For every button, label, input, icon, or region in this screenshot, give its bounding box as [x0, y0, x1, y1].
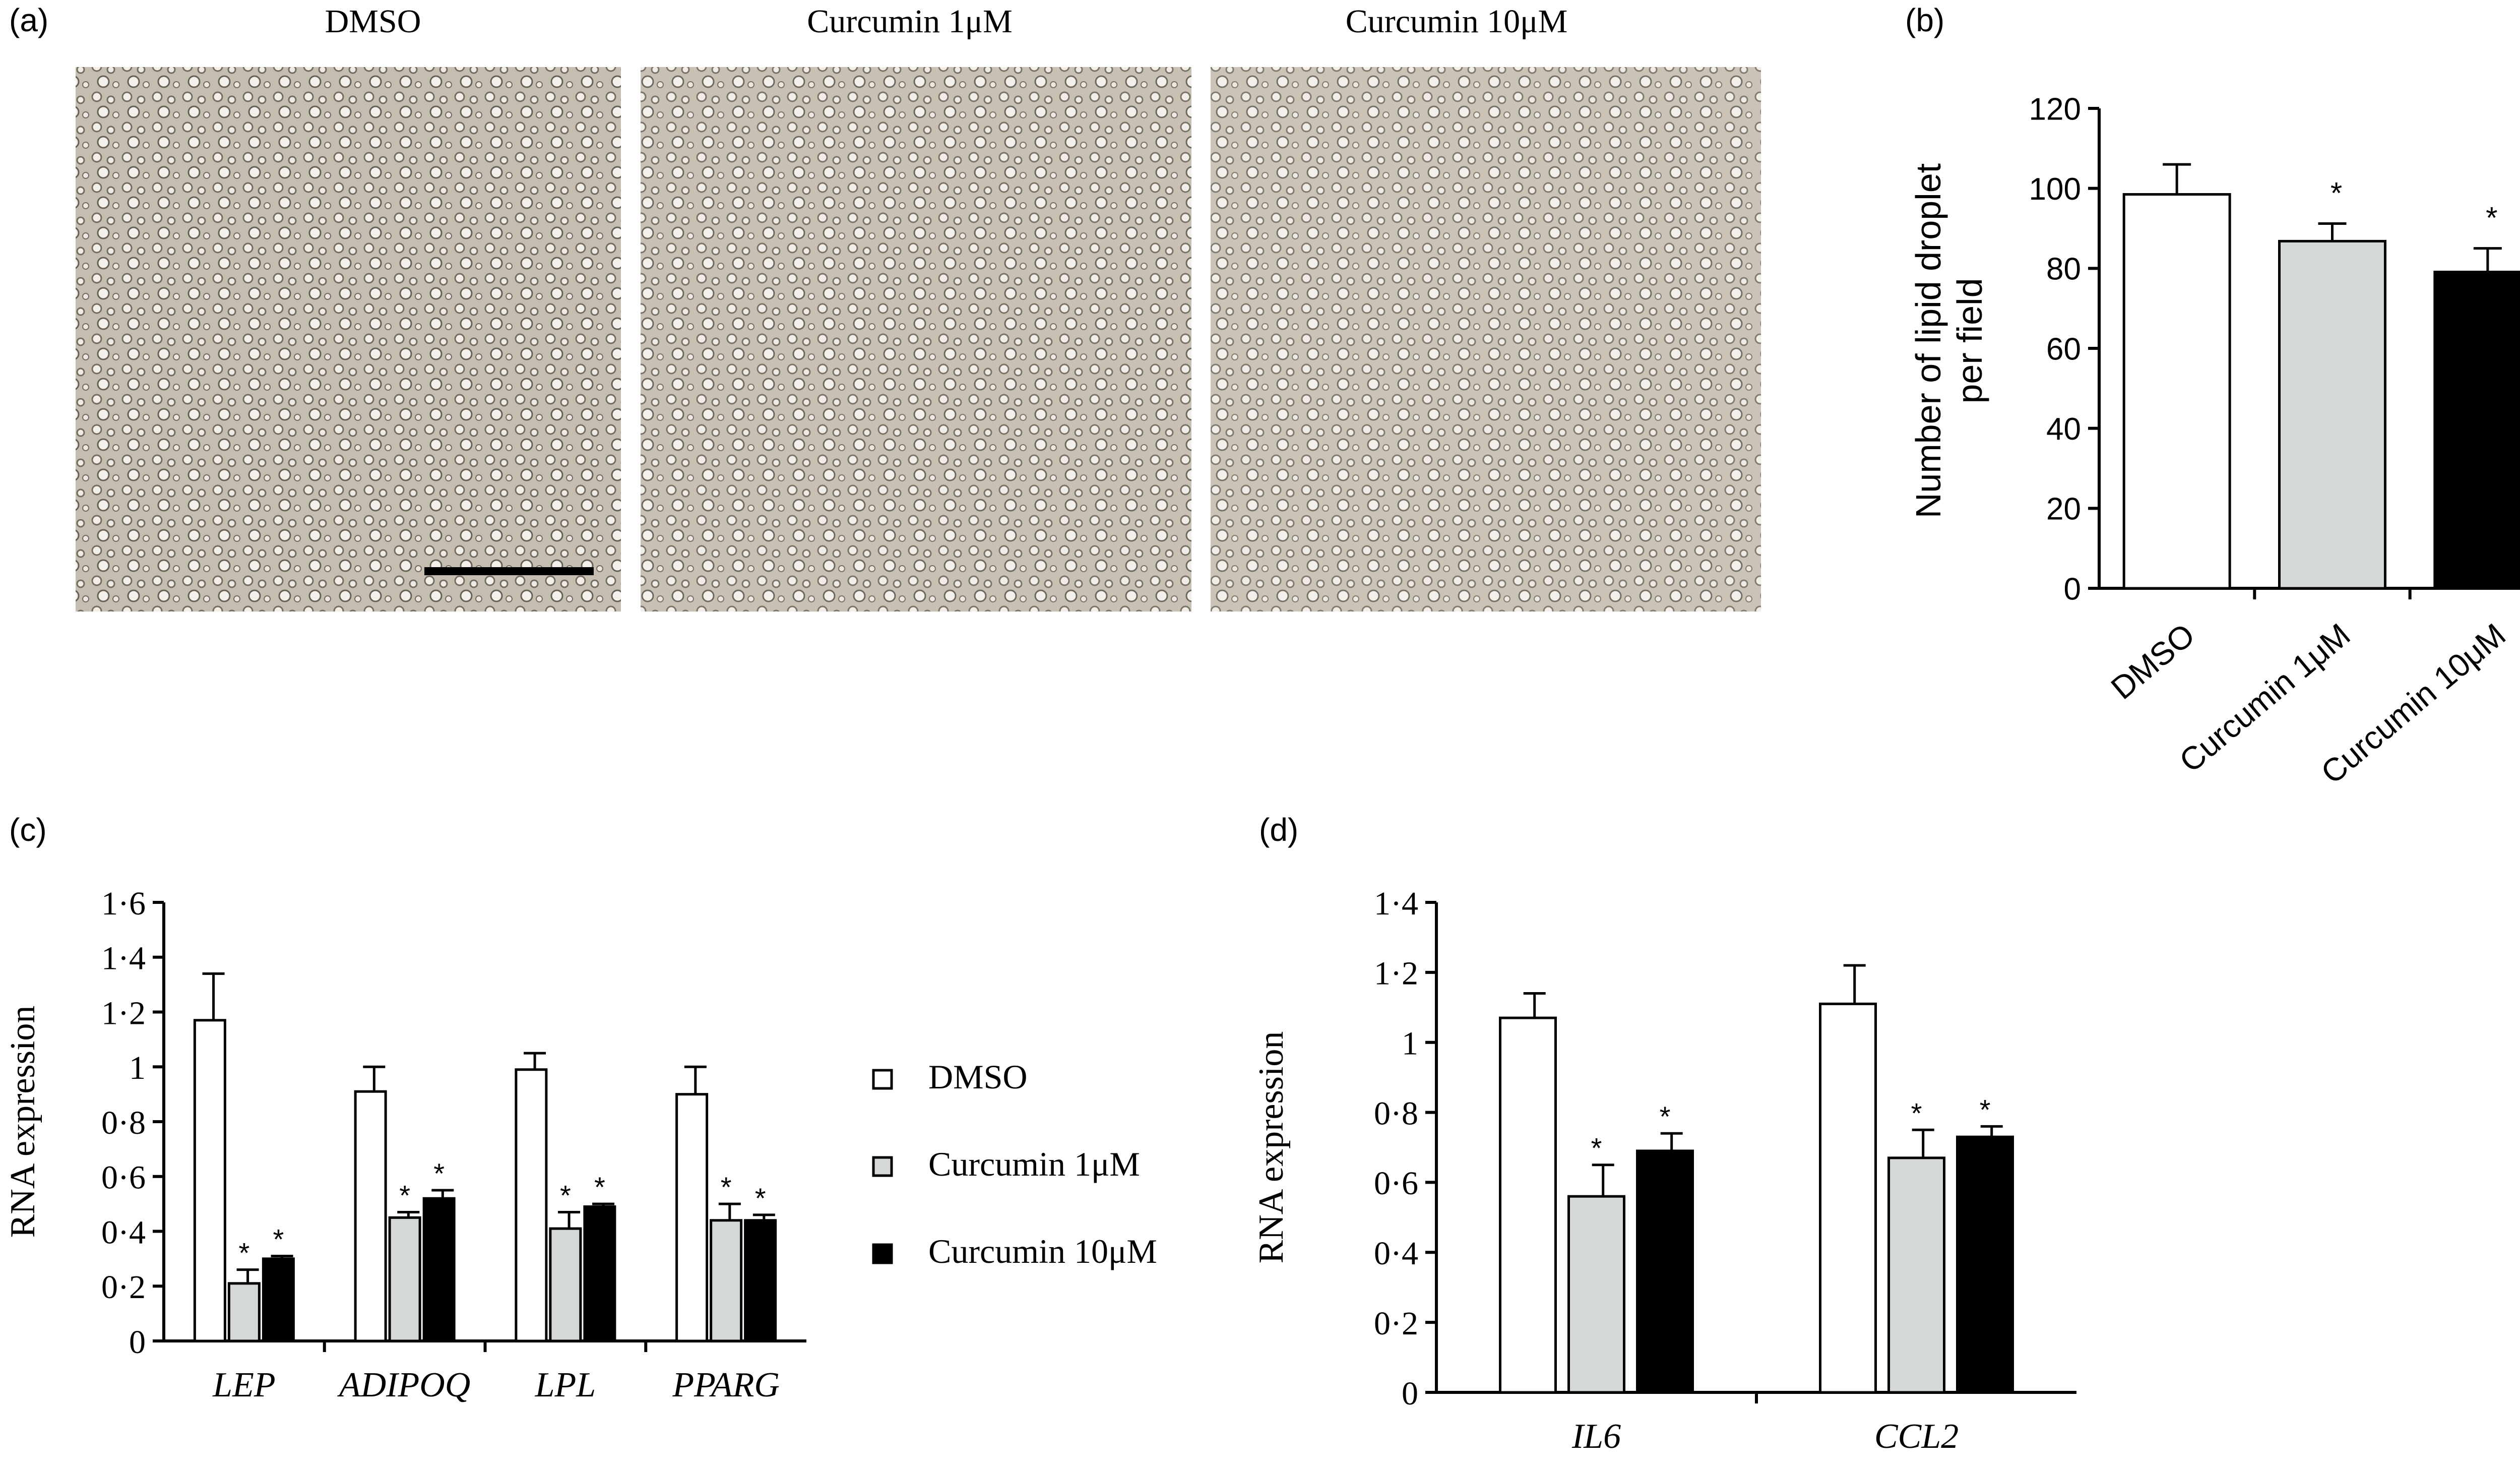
micrograph-title-curcumin-1um: Curcumin 1μM [807, 3, 1013, 40]
y-axis-label: Number of lipid dropletper field [1909, 163, 1989, 518]
bar-adipoq-curcumin-10-m [422, 1197, 456, 1342]
y-tick-label: 0·6 [1374, 1165, 1418, 1202]
chart-d-inflammatory-rna: 0 0·2 0·4 0·6 0·8 1 1·2 1·4 * * IL6 * * CCL2 RNA expre… [1252, 885, 2076, 1456]
bar-pparg-dmso [675, 1093, 709, 1342]
y-tick-label: 1·4 [101, 940, 146, 977]
bar-ccl2-dmso [1819, 1002, 1877, 1394]
bar-il6-curcumin-1-m [1567, 1195, 1625, 1394]
x-tick-label-il6: IL6 [1571, 1417, 1621, 1456]
micrograph-curcumin-10um [1211, 67, 1761, 611]
bar-lep-curcumin-1-m [227, 1282, 261, 1342]
significance-marker: * [273, 1223, 284, 1255]
significance-marker: * [721, 1171, 732, 1203]
significance-marker: * [755, 1182, 766, 1214]
panel-label-b: (b) [1905, 2, 1944, 38]
significance-marker: * [1911, 1097, 1922, 1129]
significance-marker: * [2486, 201, 2497, 235]
y-tick-label: 1 [129, 1050, 146, 1086]
bar-lep-dmso [193, 1019, 226, 1342]
bar-il6-curcumin-10-m [1636, 1149, 1694, 1394]
legend-swatch-curcumin-10-m [872, 1243, 893, 1264]
y-tick-label: 0 [1402, 1375, 1418, 1412]
bar-curcumin-10-m [2433, 270, 2520, 590]
panel-label-c: (c) [9, 812, 47, 848]
y-tick-label: 0 [129, 1324, 146, 1361]
y-tick-label: 1·2 [1374, 955, 1418, 992]
micrograph-panel: DMSO Curcumin 1μM Curcumin 10μM [76, 3, 1761, 611]
significance-marker: * [2330, 176, 2342, 210]
x-tick-label-adipoq: ADIPOQ [337, 1366, 470, 1404]
y-tick-label: 60 [2046, 332, 2081, 366]
y-tick-label: 120 [2029, 92, 2081, 127]
x-tick-label-lep: LEP [212, 1366, 275, 1404]
legend-swatch-curcumin-1-m [872, 1156, 893, 1177]
significance-marker: * [1660, 1100, 1671, 1132]
y-tick-label: 20 [2046, 492, 2081, 527]
y-tick-label: 0 [2064, 572, 2081, 606]
bar-pparg-curcumin-10-m [744, 1219, 777, 1342]
legend-swatch-dmso [872, 1069, 893, 1090]
y-axis-label: RNA expression [1252, 1031, 1291, 1264]
bar-adipoq-curcumin-1-m [388, 1216, 421, 1342]
bar-ccl2-curcumin-1-m [1887, 1156, 1945, 1394]
y-tick-label: 0·2 [1374, 1305, 1418, 1342]
bar-lpl-curcumin-10-m [583, 1205, 616, 1342]
significance-marker: * [1980, 1093, 1991, 1125]
y-tick-label: 1·2 [101, 995, 146, 1031]
y-tick-label: 1·6 [101, 885, 146, 922]
legend-label-dmso: DMSO [928, 1058, 1028, 1096]
x-tick-label-pparg: PPARG [672, 1366, 780, 1404]
bar-curcumin-1-m [2278, 239, 2386, 590]
y-tick-label: 0·8 [101, 1105, 146, 1141]
bar-il6-dmso [1499, 1016, 1557, 1394]
y-tick-label: 0·4 [1374, 1235, 1418, 1272]
x-tick-label-dmso: DMSO [2104, 617, 2201, 707]
bar-lpl-dmso [515, 1068, 548, 1342]
scale-bar [424, 567, 594, 575]
legend-label-curcumin-1-m: Curcumin 1μM [928, 1145, 1140, 1183]
x-tick-label-ccl2: CCL2 [1874, 1417, 1959, 1456]
micrograph-dmso [76, 67, 621, 611]
micrograph-title-curcumin-10um: Curcumin 10μM [1346, 3, 1568, 40]
significance-marker: * [433, 1157, 445, 1189]
y-axis-label: RNA expression [4, 1006, 42, 1238]
significance-marker: * [594, 1171, 605, 1203]
significance-marker: * [238, 1237, 249, 1269]
panel-label-d: (d) [1259, 812, 1298, 848]
bar-lpl-curcumin-1-m [549, 1227, 582, 1342]
significance-marker: * [399, 1179, 410, 1211]
y-tick-label: 80 [2046, 252, 2081, 287]
bar-dmso [2122, 193, 2231, 590]
bar-pparg-curcumin-1-m [710, 1219, 743, 1342]
y-tick-label: 1 [1402, 1025, 1418, 1062]
legend-label-curcumin-10-m: Curcumin 10μM [928, 1232, 1157, 1270]
chart-c-adipogenic-rna: 0 0·2 0·4 0·6 0·8 1 1·2 1·4 1·6 * * LEP * * ADIPOQ * * LP… [4, 885, 806, 1404]
panel-label-a: (a) [9, 2, 48, 38]
y-tick-label: 100 [2029, 172, 2081, 207]
y-tick-label: 1·4 [1374, 885, 1418, 922]
significance-marker: * [1591, 1132, 1602, 1164]
y-axis-label-line: per field [1950, 278, 1989, 403]
y-tick-label: 40 [2046, 412, 2081, 447]
bar-ccl2-curcumin-10-m [1956, 1135, 2014, 1394]
significance-marker: * [560, 1179, 571, 1211]
y-tick-label: 0·8 [1374, 1095, 1418, 1132]
y-tick-label: 0·2 [101, 1269, 146, 1306]
micrograph-curcumin-1um [641, 67, 1191, 611]
bar-lep-curcumin-10-m [262, 1257, 295, 1342]
y-tick-label: 0·6 [101, 1159, 146, 1196]
bar-adipoq-dmso [354, 1090, 387, 1342]
y-axis-label-line: Number of lipid droplet [1909, 163, 1948, 518]
x-tick-label-lpl: LPL [535, 1366, 596, 1404]
y-tick-label: 0·4 [101, 1214, 146, 1251]
legend: DMSO Curcumin 1μM Curcumin 10μM [872, 1058, 1157, 1270]
micrograph-title-dmso: DMSO [325, 3, 421, 40]
